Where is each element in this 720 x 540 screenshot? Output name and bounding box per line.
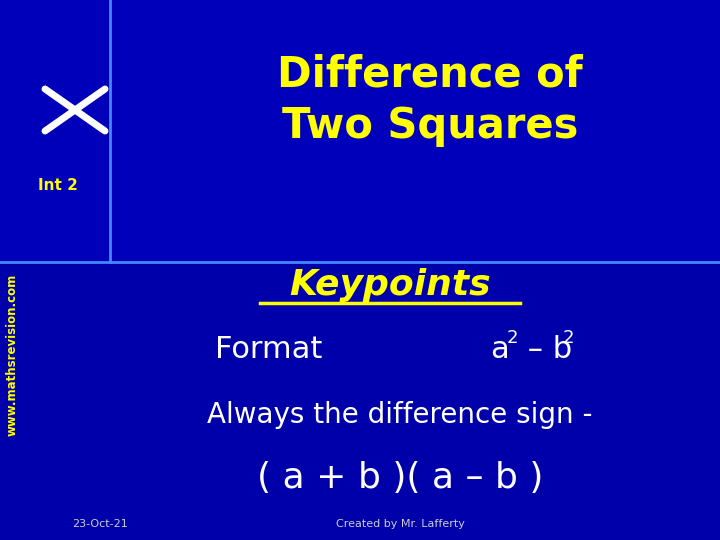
Text: www.mathsrevision.com: www.mathsrevision.com — [6, 274, 19, 436]
Text: ( a + b )( a – b ): ( a + b )( a – b ) — [257, 461, 543, 495]
Text: 2: 2 — [563, 329, 575, 347]
Text: Difference of
Two Squares: Difference of Two Squares — [277, 53, 583, 147]
Text: 23-Oct-21: 23-Oct-21 — [72, 519, 128, 529]
Text: Created by Mr. Lafferty: Created by Mr. Lafferty — [336, 519, 464, 529]
Bar — [0, 0, 720, 262]
Text: – b: – b — [518, 335, 572, 364]
Text: a: a — [490, 335, 509, 364]
Text: Format: Format — [215, 335, 323, 364]
Text: Keypoints: Keypoints — [289, 268, 491, 302]
Text: Int 2: Int 2 — [38, 178, 78, 192]
Text: 2: 2 — [507, 329, 518, 347]
Text: Always the difference sign -: Always the difference sign - — [207, 401, 593, 429]
